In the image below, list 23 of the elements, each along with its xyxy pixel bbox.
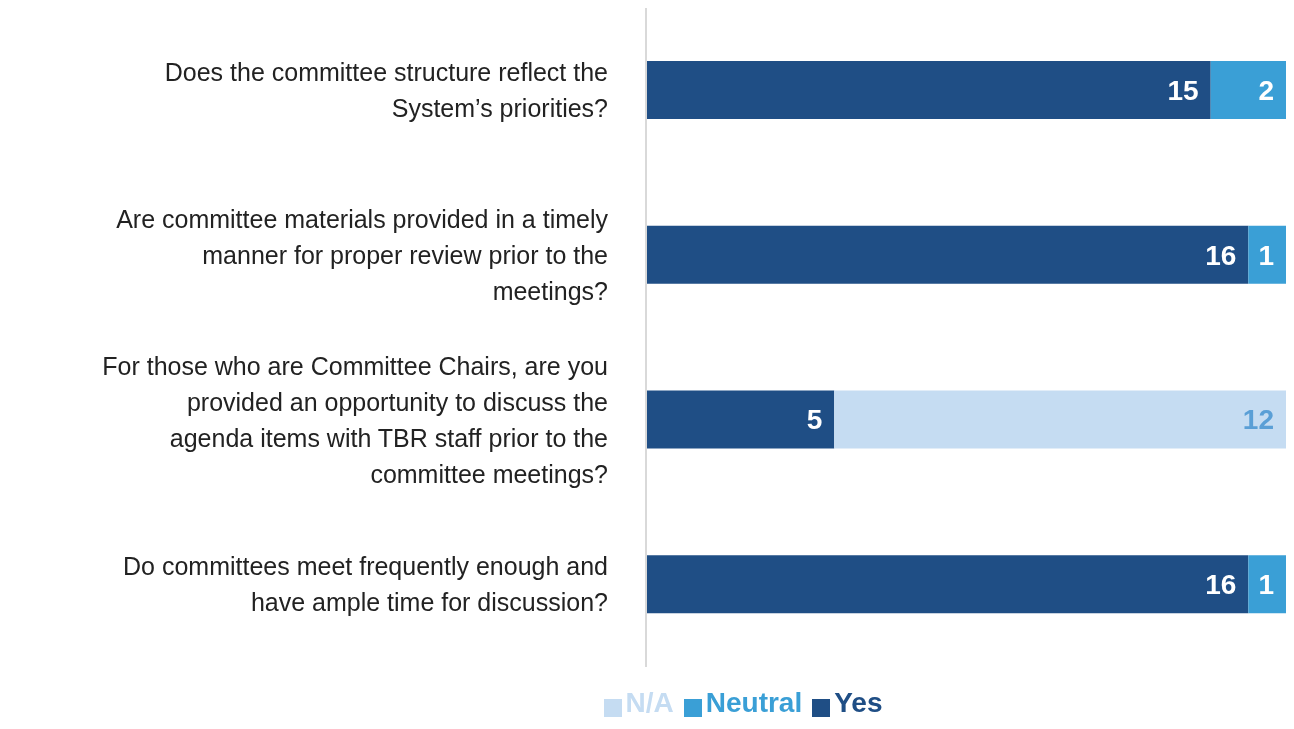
data-label: 15 <box>1167 74 1199 106</box>
data-label: 16 <box>1205 569 1237 601</box>
legend-label: Neutral <box>705 687 803 718</box>
legend-label: Yes <box>834 687 883 718</box>
bar <box>646 225 1249 284</box>
y-tick-label: Does the committee structure reflect the System’s priorities? <box>164 58 608 123</box>
data-label: 1 <box>1258 569 1274 601</box>
bar <box>646 61 1211 119</box>
y-tick-label: Do committees meet frequently enough and have ample time for discussion? <box>123 552 608 617</box>
data-label: 16 <box>1205 239 1237 271</box>
bar <box>1248 225 1286 284</box>
data-label: 2 <box>1258 74 1274 106</box>
data-label: 12 <box>1242 404 1274 436</box>
data-label: 1 <box>1258 239 1274 271</box>
bar <box>646 555 1249 614</box>
bar <box>1248 555 1286 614</box>
bar <box>646 390 835 449</box>
y-tick-label: For those who are Committee Chairs, are you provided an opportunity to discuss the agenda items with TBR staff prior to the committee meetings? <box>102 351 608 488</box>
y-tick-label: Are committee materials provided in a timely manner for proper review prior to the meetings? <box>116 204 609 305</box>
data-label: 5 <box>806 404 823 436</box>
bar <box>1210 61 1286 119</box>
legend-label: N/A <box>625 687 674 718</box>
bar <box>834 390 1286 449</box>
